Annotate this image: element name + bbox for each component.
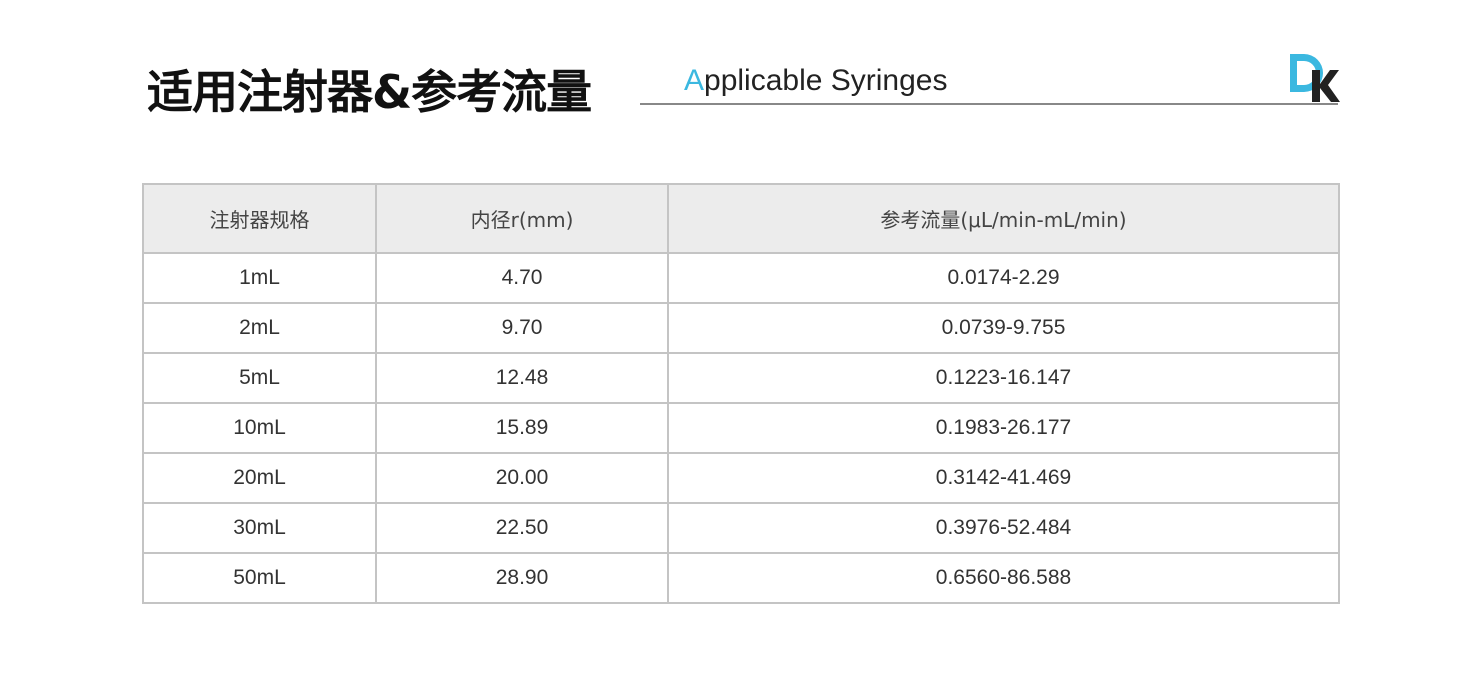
column-header: 参考流量(μL/min-mL/min): [667, 183, 1340, 254]
column-header: 注射器规格: [142, 183, 377, 254]
column-header: 内径r(mm): [375, 183, 669, 254]
table-cell: 20.00: [375, 452, 669, 504]
page-title: 适用注射器&参考流量: [147, 65, 592, 119]
table-cell: 2mL: [142, 302, 377, 354]
title-underline: [640, 103, 1338, 105]
table-row: 1mL 4.70 0.0174-2.29: [142, 252, 1340, 304]
table-cell: 50mL: [142, 552, 377, 604]
table-cell: 1mL: [142, 252, 377, 304]
table-cell: 5mL: [142, 352, 377, 404]
table-cell: 9.70: [375, 302, 669, 354]
table-header-row: 注射器规格 内径r(mm) 参考流量(μL/min-mL/min): [142, 183, 1340, 254]
table-row: 50mL 28.90 0.6560-86.588: [142, 552, 1340, 604]
table-cell: 10mL: [142, 402, 377, 454]
subtitle-accent-letter: A: [684, 64, 705, 97]
table-cell: 28.90: [375, 552, 669, 604]
subtitle: Applicable Syringes: [684, 64, 948, 98]
table-row: 2mL 9.70 0.0739-9.755: [142, 302, 1340, 354]
table-cell: 0.0174-2.29: [667, 252, 1340, 304]
table-cell: 0.3976-52.484: [667, 502, 1340, 554]
table-cell: 0.6560-86.588: [667, 552, 1340, 604]
table-cell: 15.89: [375, 402, 669, 454]
table-cell: 12.48: [375, 352, 669, 404]
table-cell: 0.1223-16.147: [667, 352, 1340, 404]
syringe-table: 注射器规格 内径r(mm) 参考流量(μL/min-mL/min) 1mL 4.7…: [142, 183, 1340, 604]
table-row: 10mL 15.89 0.1983-26.177: [142, 402, 1340, 454]
table-row: 30mL 22.50 0.3976-52.484: [142, 502, 1340, 554]
table-cell: 4.70: [375, 252, 669, 304]
table-cell: 0.3142-41.469: [667, 452, 1340, 504]
table-cell: 20mL: [142, 452, 377, 504]
table-cell: 22.50: [375, 502, 669, 554]
subtitle-text: pplicable Syringes: [704, 64, 948, 97]
table-row: 20mL 20.00 0.3142-41.469: [142, 452, 1340, 504]
table-cell: 30mL: [142, 502, 377, 554]
table-cell: 0.0739-9.755: [667, 302, 1340, 354]
table-row: 5mL 12.48 0.1223-16.147: [142, 352, 1340, 404]
dk-logo-icon: [1290, 54, 1340, 102]
table-cell: 0.1983-26.177: [667, 402, 1340, 454]
